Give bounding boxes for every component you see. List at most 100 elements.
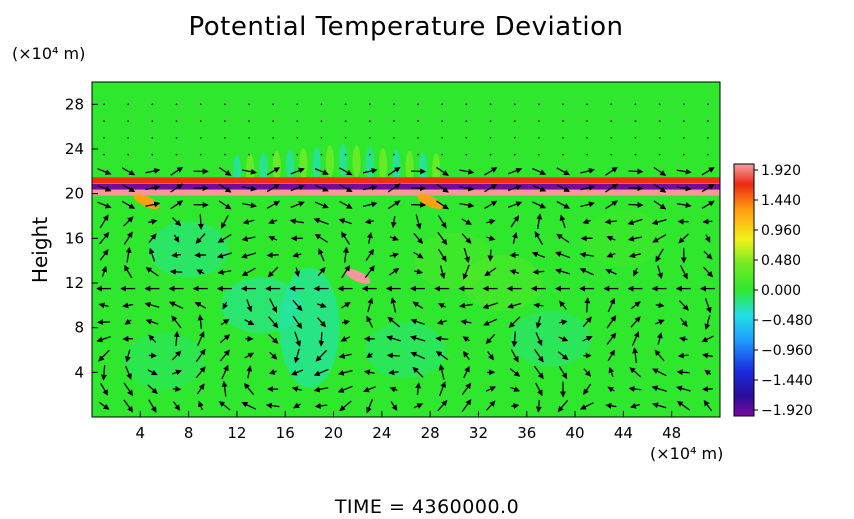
wind-vector (341, 319, 351, 326)
field-patch (366, 322, 446, 378)
wind-vector (412, 366, 424, 378)
wind-vector (605, 402, 617, 409)
wind-vector (339, 200, 353, 209)
vector-dot (272, 103, 274, 106)
wind-vector (363, 386, 376, 393)
colorbar-label: −0.480 (761, 313, 813, 329)
wind-vector (438, 381, 446, 397)
wind-vector (484, 267, 497, 277)
wind-vector (366, 352, 373, 359)
wind-vector (364, 218, 374, 225)
wind-vector (606, 332, 617, 345)
wind-vector (651, 385, 667, 392)
wind-vector (676, 385, 691, 392)
wind-vector (702, 352, 713, 359)
wind-vector (463, 365, 470, 379)
wind-vector (532, 201, 547, 209)
field-patch (148, 221, 229, 278)
wind-vector (290, 167, 305, 175)
wind-vector (363, 369, 375, 376)
y-tick-label: 12 (65, 274, 84, 292)
wind-vector (511, 231, 518, 244)
vector-dot (682, 153, 685, 156)
vector-dot (368, 120, 371, 122)
y-tick-label: 24 (65, 140, 84, 158)
vector-dot (634, 120, 637, 122)
wind-vector (123, 231, 133, 245)
wind-vector (679, 264, 688, 280)
wind-vector (461, 382, 472, 396)
wind-vector (173, 330, 180, 346)
wind-vector (242, 168, 257, 175)
wind-vector (123, 382, 133, 397)
wind-vector (652, 234, 667, 243)
wind-vector (703, 250, 713, 260)
field-ripple (418, 152, 427, 185)
vector-dot (272, 137, 274, 139)
vector-dot (175, 103, 178, 106)
wind-vector (485, 400, 496, 411)
wind-vector (122, 302, 134, 309)
wind-vector (317, 267, 326, 277)
wind-vector (605, 183, 618, 193)
wind-vector (461, 398, 472, 413)
wind-vector (462, 336, 470, 343)
wind-vector (679, 317, 688, 327)
wind-vector (293, 402, 301, 409)
wind-vector (510, 403, 520, 409)
vector-dot (417, 153, 419, 156)
vector-dot (610, 103, 613, 106)
wind-vector (266, 200, 281, 209)
wind-vector (509, 368, 521, 377)
vector-dot (224, 137, 226, 139)
wind-vector (265, 402, 280, 409)
wind-vector (412, 301, 424, 310)
vector-dot (658, 153, 661, 156)
wind-vector (170, 183, 184, 193)
wind-vector (170, 166, 184, 176)
wind-vector (389, 252, 400, 259)
wind-vector (266, 167, 281, 176)
wind-vector (679, 336, 688, 343)
wind-vector (556, 233, 570, 243)
field-ripple (379, 148, 388, 181)
wind-vector (243, 382, 254, 395)
wind-vector (268, 218, 278, 225)
wind-vector (220, 318, 230, 326)
vector-dot (368, 137, 371, 139)
vector-dot (489, 153, 492, 156)
wind-vector (313, 217, 329, 225)
vector-dot (151, 120, 154, 122)
wind-vector (220, 214, 229, 229)
wind-vector (290, 369, 304, 376)
colorbar-label: 1.920 (761, 163, 801, 179)
wind-vector (219, 334, 231, 344)
wind-vector (121, 167, 136, 176)
vector-dot (610, 120, 613, 122)
wind-vector (218, 183, 232, 193)
wind-vector (535, 399, 542, 413)
field-patch (510, 310, 591, 367)
wind-vector (556, 167, 571, 176)
vector-dot (586, 153, 588, 156)
vector-dot (441, 153, 444, 156)
wind-vector (559, 300, 567, 310)
wind-vector (148, 233, 157, 244)
wind-vector (415, 382, 422, 396)
wind-vector (607, 297, 616, 313)
wind-vector (410, 335, 426, 342)
vector-dot (175, 120, 178, 122)
wind-vector (172, 217, 182, 227)
wind-vector (197, 331, 205, 346)
wind-vector (656, 332, 663, 345)
wind-vector (266, 252, 279, 259)
wind-vector (268, 334, 279, 344)
wind-vector (171, 369, 182, 376)
wind-vector (652, 368, 667, 377)
vector-dot (320, 153, 323, 156)
vector-dot (344, 120, 347, 122)
wind-vector (339, 184, 353, 193)
vector-dot (562, 120, 564, 122)
wind-vector (97, 168, 112, 175)
wind-vector (218, 166, 232, 176)
